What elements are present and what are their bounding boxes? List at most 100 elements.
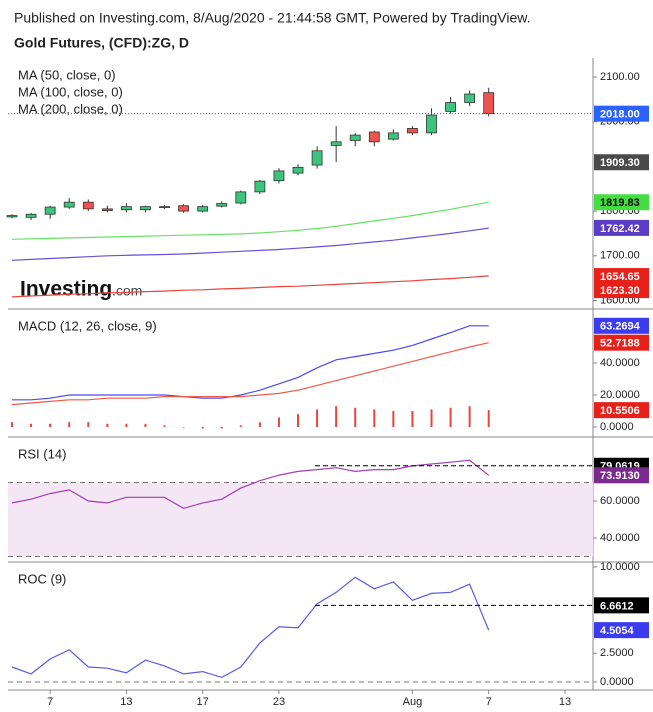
logo: Investing .com [20,278,142,301]
price-badge-label: 10.5506 [600,405,640,417]
price-badge [594,317,649,334]
series-line [11,227,489,261]
price-badge-label: 1909.30 [600,157,640,169]
indicator-title: RSI (14) [18,446,66,461]
price-badge [594,622,649,639]
indicator-title: MACD (12, 26, close, 9) [18,318,157,333]
histogram-bar [68,422,71,428]
histogram-bar [392,411,395,428]
x-tick-label: 23 [273,696,285,708]
candle-body [349,134,361,141]
price-badge-label: 6.6612 [600,600,634,612]
candle-body [273,170,285,182]
histogram-bar [30,423,33,428]
logo-suffix: .com [112,283,142,299]
candle-body [25,213,37,218]
price-badge [594,219,649,236]
price-badge-label: 1654.65 [600,271,640,283]
y-tick-label: 0.0000 [600,676,634,688]
candle-body [368,131,380,143]
candle-body [464,93,476,103]
histogram-bar [125,423,128,428]
candle-body [311,150,323,166]
price-badge-label: 1623.30 [600,285,640,297]
x-tick-label: 13 [559,696,571,708]
histogram-bar [430,409,433,428]
candle-body [197,206,209,212]
series-line [11,275,489,298]
candle-body [121,206,132,211]
candle-body [6,215,18,218]
y-tick-label: 0.0000 [600,421,634,433]
histogram-bar [335,406,338,428]
candle-body [63,201,75,208]
price-badge-label: 63.2694 [600,321,641,333]
indicator-title: ROC (9) [18,571,66,586]
price-badge-label: 73.9130 [600,470,640,482]
y-tick-label: 20.0000 [600,389,640,401]
price-badge [594,194,649,211]
histogram-bar [182,427,185,428]
price-badge [594,402,649,419]
candle-body [387,132,399,140]
histogram-bar [316,409,319,428]
price-badge-label: 2018.00 [600,109,640,121]
candle-body [216,203,228,207]
rsi-band [8,482,593,557]
histogram-bar [468,406,471,428]
histogram-bar [106,423,109,428]
y-tick-label: 60.0000 [600,495,640,507]
instrument-title: Gold Futures, (CFD):ZG, D [14,35,189,51]
histogram-bar [201,427,204,429]
y-tick-label: 1700.00 [600,250,640,262]
histogram-bar [163,425,166,428]
y-tick-label: 40.0000 [600,532,640,544]
logo-text: Investing [20,278,112,301]
candle-body [178,205,190,212]
price-badge [594,282,649,299]
candle-body [330,141,342,146]
candle-body [292,166,304,174]
histogram-bar [449,407,452,428]
histogram-bar [411,411,414,428]
x-tick-label: 7 [47,696,53,708]
histogram-bar [277,417,280,428]
histogram-bar [87,422,90,428]
candle-body [101,208,113,212]
price-badge [594,597,649,614]
histogram-bar [239,425,242,428]
published-note: Published on Investing.com, 8/Aug/2020 -… [14,10,531,26]
candle-body [483,92,495,115]
candle-body [159,206,170,209]
price-badge-label: 4.5054 [600,625,635,637]
histogram-bar [487,410,490,428]
y-tick-label: 40.0000 [600,357,640,369]
series-line [11,201,489,240]
price-badge [594,334,649,351]
candle-body [82,201,94,210]
candle-body [140,206,151,211]
series-line [11,342,489,406]
y-tick-label: 10.0000 [600,561,640,573]
price-badge [594,467,649,484]
x-tick-label: 7 [486,696,492,708]
price-badge [594,268,649,285]
x-tick-label: 17 [197,696,209,708]
histogram-bar [144,423,147,428]
series-line [12,325,489,401]
histogram-bar [220,427,223,429]
candle-body [235,191,247,204]
price-badge-label: 1819.83 [600,197,640,209]
histogram-bar [11,422,14,428]
legend-entry: MA (200, close, 0) [18,101,123,116]
candle-body [44,206,56,215]
price-badge [594,105,649,122]
price-badge-label: 1762.42 [600,223,640,235]
x-tick-label: Aug [403,696,423,708]
histogram-bar [49,423,52,428]
y-tick-label: 2.5000 [600,647,634,659]
histogram-bar [354,407,357,428]
legend-entry: MA (50, close, 0) [18,67,116,82]
candle-body [426,114,437,134]
